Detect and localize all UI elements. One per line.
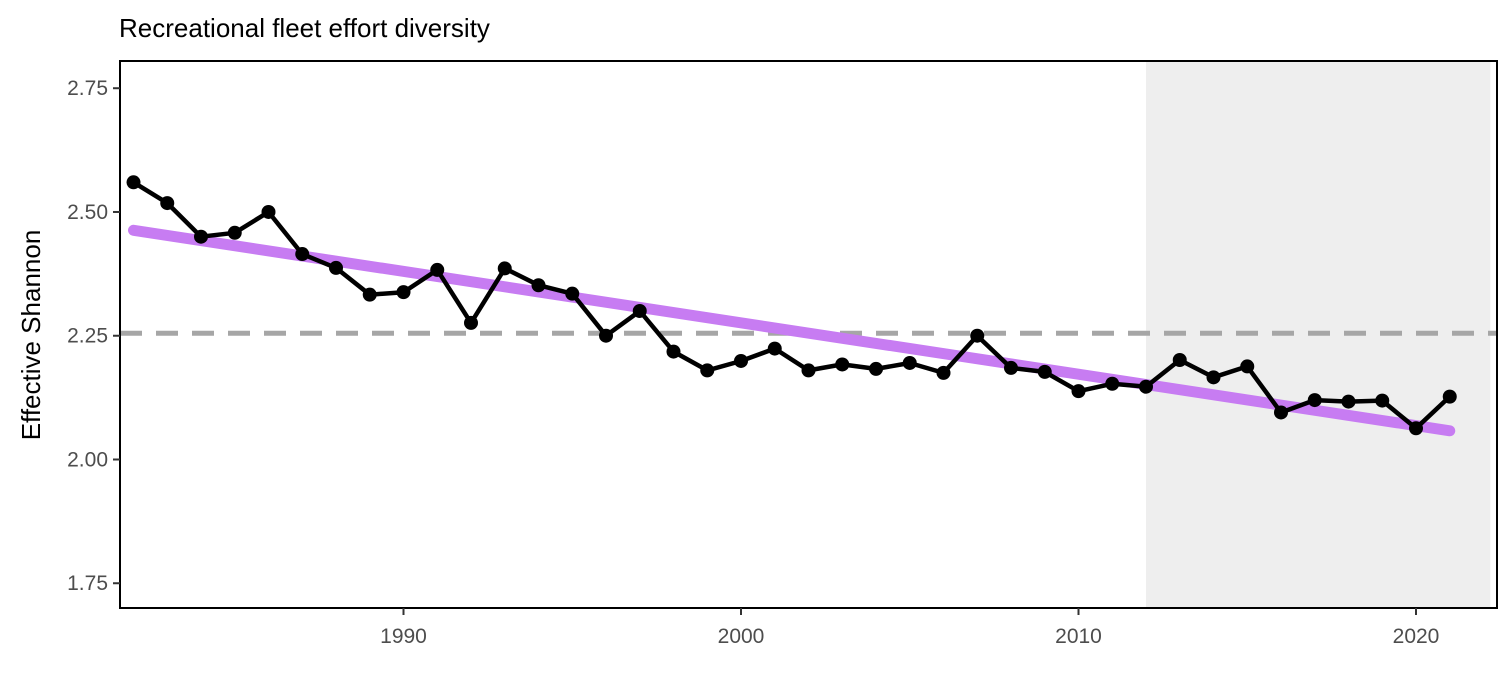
data-point	[632, 303, 647, 318]
x-tick-label: 2020	[1393, 625, 1440, 648]
chart-title: Recreational fleet effort diversity	[119, 13, 490, 43]
data-point	[599, 328, 613, 343]
data-point	[970, 328, 985, 343]
data-point	[430, 262, 445, 277]
x-tick-label: 1990	[380, 625, 427, 648]
y-tick-label: 2.50	[67, 201, 108, 224]
data-point	[1139, 379, 1153, 394]
data-point	[1240, 359, 1255, 374]
y-tick-label: 2.75	[67, 77, 108, 100]
series-line	[132, 180, 1452, 431]
data-point	[295, 247, 310, 262]
data-point	[126, 175, 141, 190]
data-point	[464, 315, 478, 330]
y-tick-label: 2.00	[67, 448, 108, 471]
data-point	[902, 355, 917, 370]
data-point	[1307, 393, 1322, 408]
data-point	[261, 204, 276, 219]
data-point	[734, 353, 748, 368]
data-point	[869, 361, 883, 376]
data-point	[767, 341, 782, 356]
plot-area: 1.75 2.00 2.25 2.50 2.75 1990 2000 2010 2020	[67, 60, 1498, 648]
x-tick-label: 2000	[718, 625, 765, 648]
data-point	[1442, 389, 1457, 404]
data-point	[227, 225, 242, 240]
data-point	[1409, 421, 1423, 436]
trend-line	[128, 224, 1456, 437]
data-point	[700, 363, 715, 378]
panel-border	[119, 60, 1498, 609]
data-point	[666, 344, 681, 359]
data-point	[396, 285, 411, 300]
data-point	[1004, 360, 1018, 375]
data-point	[1341, 394, 1356, 409]
data-point	[1274, 405, 1288, 420]
data-point	[1172, 352, 1187, 367]
y-axis-label: Effective Shannon	[16, 230, 46, 441]
x-tick-label: 2010	[1055, 625, 1102, 648]
data-point	[1206, 370, 1221, 385]
data-point	[801, 363, 816, 378]
data-point	[531, 278, 546, 293]
data-point	[1071, 384, 1086, 399]
y-tick-label: 2.25	[67, 325, 108, 348]
data-point	[329, 260, 343, 275]
y-tick-label: 1.75	[67, 572, 108, 595]
data-point	[1037, 364, 1052, 379]
data-point	[936, 365, 951, 380]
data-point	[497, 261, 512, 276]
data-point	[1105, 376, 1120, 391]
data-point	[194, 229, 208, 244]
data-point	[160, 196, 175, 211]
data-point	[565, 286, 580, 301]
data-point	[1375, 393, 1390, 408]
data-point	[835, 357, 850, 372]
data-point	[362, 287, 377, 302]
